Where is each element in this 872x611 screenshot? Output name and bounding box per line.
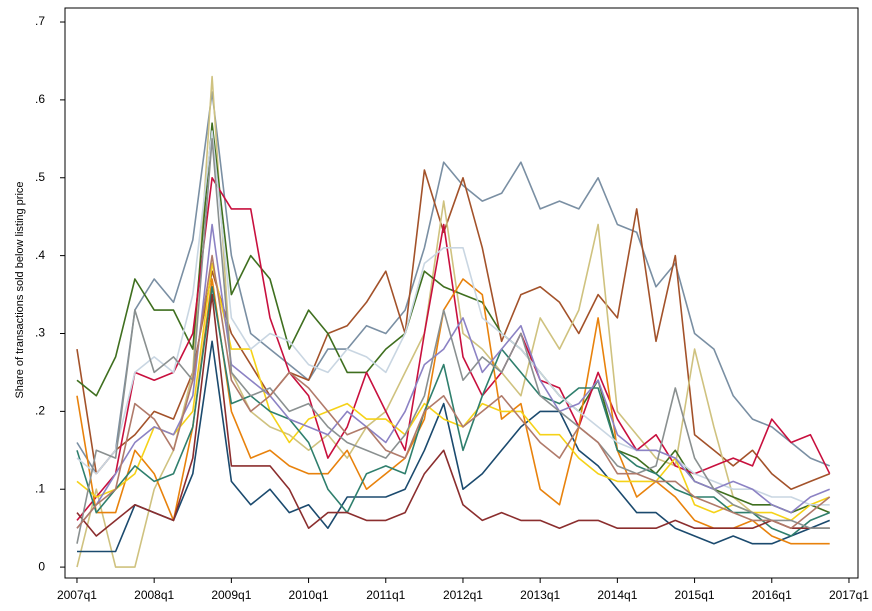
y-tick-label: .3 (35, 326, 45, 340)
series-line (76, 122, 830, 514)
y-tick-label: .2 (35, 404, 45, 418)
y-axis-label: Share of transactions sold below listing… (14, 181, 26, 398)
y-tick-label: .7 (35, 14, 45, 28)
series-line (76, 91, 830, 475)
y-tick-label: 0 (38, 559, 45, 573)
y-tick-label: .5 (35, 170, 45, 184)
x-tick-label: 2015q1 (675, 588, 715, 602)
x-tick-label: 2008q1 (134, 588, 174, 602)
y-tick-label: .6 (35, 92, 45, 106)
series-line (76, 254, 831, 530)
series-line (76, 130, 830, 506)
x-tick-label: 2014q1 (597, 588, 637, 602)
y-tick-label: .4 (35, 248, 45, 262)
x-tick-label: 2010q1 (289, 588, 329, 602)
y-tick-label: .1 (35, 481, 45, 495)
series-line (76, 138, 830, 544)
x-tick-label: 2013q1 (520, 588, 560, 602)
x-tick-label: 2009q1 (211, 588, 251, 602)
series-line (76, 293, 830, 537)
x-tick-label: 2016q1 (752, 588, 792, 602)
x-tick-label: 2012q1 (443, 588, 483, 602)
plot-frame (64, 7, 859, 579)
series-line (76, 285, 830, 537)
series-line (76, 223, 830, 529)
series-line (76, 75, 830, 568)
x-tick-label: 2011q1 (366, 588, 405, 602)
series-line (76, 262, 830, 522)
x-tick-label: 2007q1 (57, 588, 97, 602)
series-line (77, 340, 830, 553)
x-tick-label: 2017q1 (829, 588, 869, 602)
